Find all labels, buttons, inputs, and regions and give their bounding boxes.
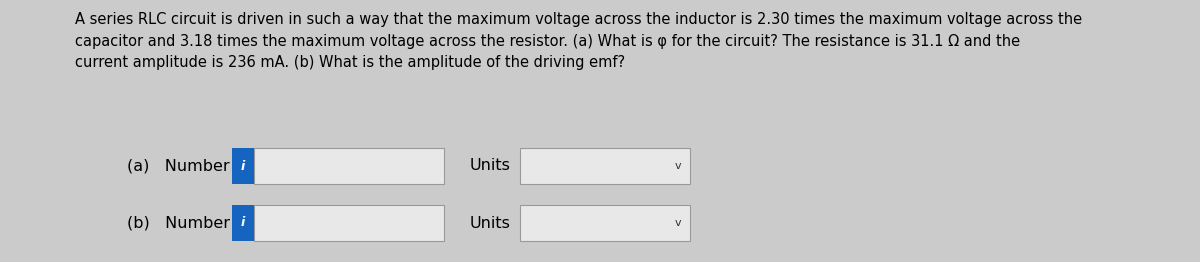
FancyBboxPatch shape <box>254 205 444 241</box>
FancyBboxPatch shape <box>520 148 690 184</box>
Text: (a)   Number: (a) Number <box>127 159 230 173</box>
FancyBboxPatch shape <box>254 148 444 184</box>
Text: Units: Units <box>470 159 511 173</box>
FancyBboxPatch shape <box>520 205 690 241</box>
FancyBboxPatch shape <box>232 205 254 241</box>
Text: v: v <box>674 218 682 228</box>
Text: A series RLC circuit is driven in such a way that the maximum voltage across the: A series RLC circuit is driven in such a… <box>74 12 1082 70</box>
Text: Units: Units <box>470 216 511 231</box>
Text: i: i <box>241 216 245 230</box>
FancyBboxPatch shape <box>232 148 254 184</box>
Text: i: i <box>241 160 245 172</box>
Text: v: v <box>674 161 682 171</box>
Text: (b)   Number: (b) Number <box>127 216 230 231</box>
